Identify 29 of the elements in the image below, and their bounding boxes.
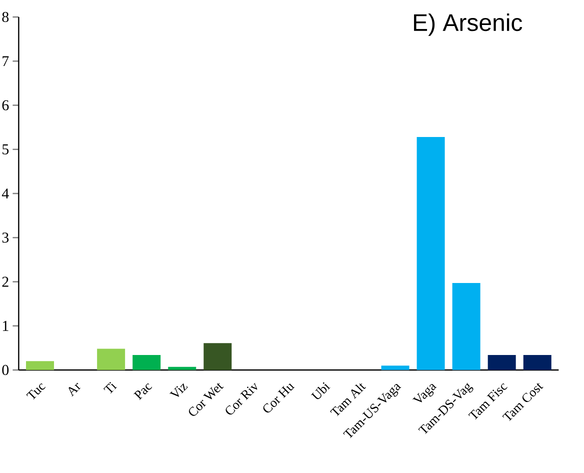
x-tick-label: Ti (103, 382, 117, 394)
bar (132, 354, 161, 370)
bar (416, 137, 445, 370)
bar (452, 283, 480, 370)
y-tick-label: 1 (2, 320, 8, 331)
bar (26, 361, 54, 370)
x-tick-label: Cor Wet (188, 383, 224, 416)
x-tick-label: Ubi (310, 382, 330, 400)
bar (381, 366, 410, 370)
bar (523, 354, 552, 370)
x-tick-label: Tuc (26, 383, 46, 400)
x-tick-label: Ar (68, 382, 81, 397)
y-tick-label: 5 (2, 144, 9, 154)
bar (168, 366, 196, 370)
bar (97, 348, 126, 370)
x-tick-label: Cor Riv (226, 382, 258, 415)
y-tick-label: 8 (2, 12, 9, 22)
y-tick-label: 0 (2, 364, 9, 376)
bar (204, 343, 232, 370)
y-tick-label: 3 (2, 232, 9, 243)
y-tick-label: 2 (2, 276, 8, 287)
y-tick-label: 6 (2, 100, 9, 110)
y-tick-label: 4 (2, 188, 9, 198)
x-tick-label: Pac (134, 383, 152, 400)
x-tick-label: Viz (170, 383, 188, 397)
bar (488, 354, 516, 370)
chart-title: E) Arsenic (414, 13, 522, 36)
x-tick-label: Cor Hu (263, 384, 295, 412)
y-tick-label: 7 (2, 56, 9, 66)
